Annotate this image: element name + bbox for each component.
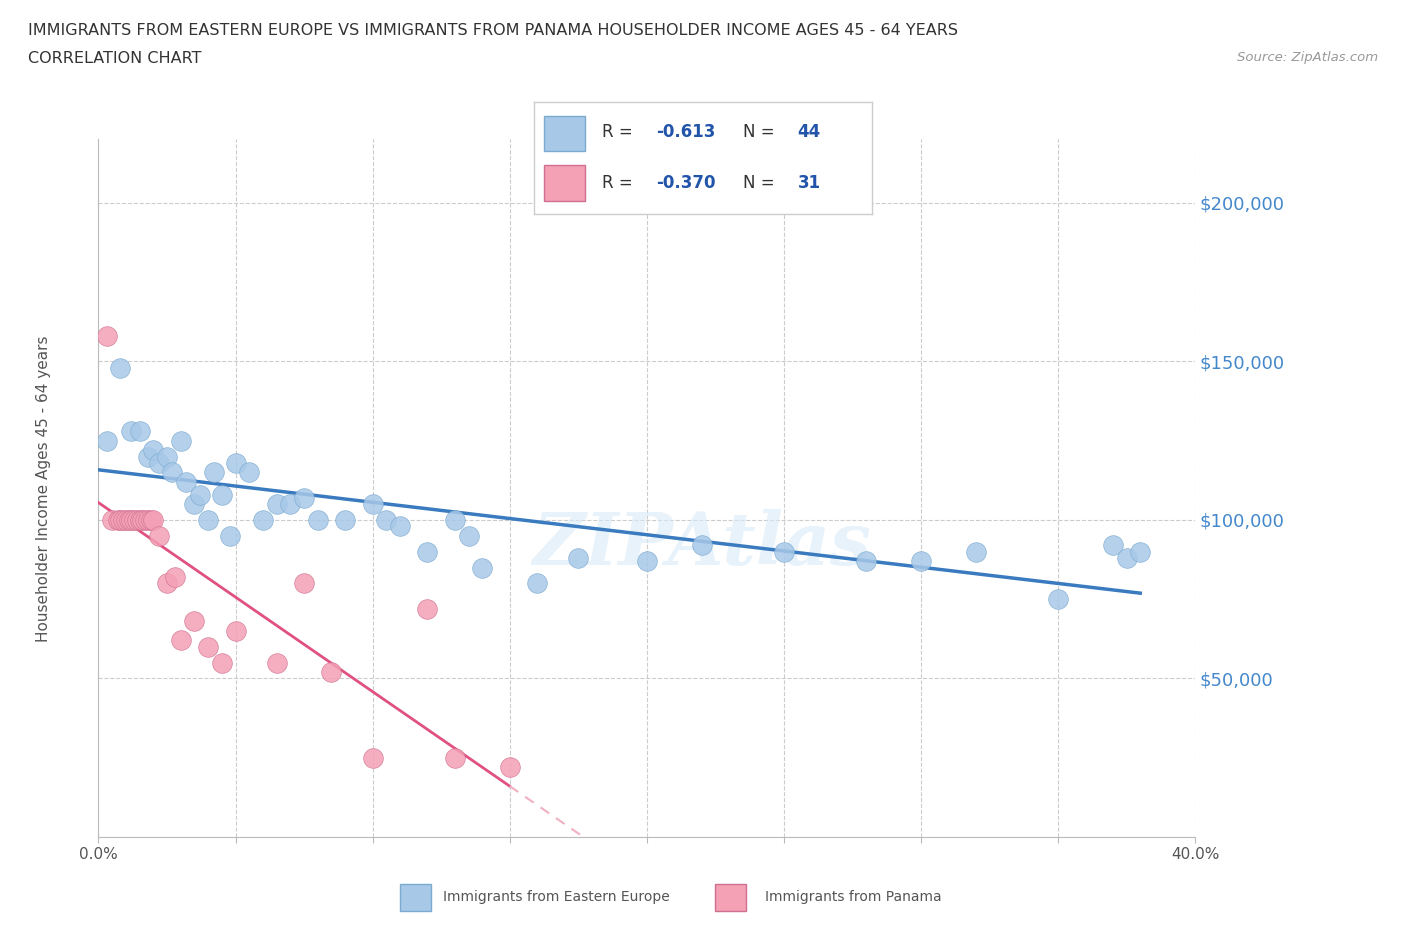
Point	[321, 665, 343, 680]
Text: Source: ZipAtlas.com: Source: ZipAtlas.com	[1237, 51, 1378, 64]
Point	[219, 528, 242, 543]
Text: N =: N =	[744, 124, 775, 141]
Point	[444, 751, 467, 765]
Point	[139, 512, 162, 527]
Point	[96, 433, 118, 448]
Point	[125, 512, 148, 527]
Point	[1129, 544, 1152, 559]
Point	[292, 490, 315, 505]
Point	[107, 512, 129, 527]
Point	[165, 569, 187, 584]
Point	[110, 360, 132, 375]
Point	[134, 512, 156, 527]
Point	[773, 544, 796, 559]
Point	[1046, 591, 1070, 606]
Point	[197, 639, 219, 654]
Point	[197, 512, 219, 527]
Text: -0.370: -0.370	[655, 174, 716, 192]
Point	[120, 424, 142, 439]
Point	[170, 433, 193, 448]
Point	[416, 602, 439, 617]
Point	[162, 465, 184, 480]
FancyBboxPatch shape	[399, 884, 430, 911]
Point	[156, 576, 179, 591]
Point	[136, 512, 159, 527]
Point	[128, 424, 150, 439]
Point	[292, 576, 315, 591]
Point	[156, 449, 179, 464]
Point	[120, 512, 142, 527]
Point	[307, 512, 329, 527]
Point	[225, 623, 247, 638]
Point	[136, 449, 159, 464]
Point	[183, 497, 205, 512]
Text: ZIPAtlas: ZIPAtlas	[533, 509, 870, 579]
Point	[636, 553, 658, 568]
Point	[280, 497, 302, 512]
Point	[499, 760, 522, 775]
Point	[188, 487, 211, 502]
Point	[910, 553, 932, 568]
Point	[183, 614, 205, 629]
Point	[335, 512, 357, 527]
Point	[148, 528, 170, 543]
Point	[471, 560, 494, 575]
Point	[1102, 538, 1125, 552]
Point	[855, 553, 877, 568]
Point	[174, 474, 197, 489]
Point	[131, 512, 153, 527]
Point	[96, 328, 118, 343]
Point	[416, 544, 439, 559]
Point	[965, 544, 987, 559]
Point	[211, 487, 233, 502]
Text: 31: 31	[797, 174, 821, 192]
Point	[225, 456, 247, 471]
Point	[361, 497, 384, 512]
Point	[142, 512, 165, 527]
Point	[112, 512, 135, 527]
Text: CORRELATION CHART: CORRELATION CHART	[28, 51, 201, 66]
Point	[252, 512, 274, 527]
FancyBboxPatch shape	[716, 884, 747, 911]
Point	[148, 456, 170, 471]
Text: 44: 44	[797, 124, 821, 141]
Text: N =: N =	[744, 174, 775, 192]
Text: Householder Income Ages 45 - 64 years: Householder Income Ages 45 - 64 years	[37, 335, 51, 642]
Point	[526, 576, 548, 591]
Point	[128, 512, 150, 527]
Point	[117, 512, 139, 527]
Point	[567, 551, 589, 565]
Point	[1115, 551, 1137, 565]
Point	[211, 656, 233, 671]
FancyBboxPatch shape	[544, 115, 585, 152]
Text: R =: R =	[602, 124, 633, 141]
Point	[389, 519, 412, 534]
Point	[115, 512, 138, 527]
Point	[101, 512, 124, 527]
Text: R =: R =	[602, 174, 633, 192]
Point	[110, 512, 132, 527]
Point	[170, 633, 193, 648]
Point	[457, 528, 479, 543]
Point	[266, 656, 288, 671]
Text: IMMIGRANTS FROM EASTERN EUROPE VS IMMIGRANTS FROM PANAMA HOUSEHOLDER INCOME AGES: IMMIGRANTS FROM EASTERN EUROPE VS IMMIGR…	[28, 23, 957, 38]
Point	[375, 512, 398, 527]
Text: -0.613: -0.613	[655, 124, 716, 141]
Point	[690, 538, 713, 552]
Point	[444, 512, 467, 527]
Point	[202, 465, 225, 480]
Point	[266, 497, 288, 512]
Point	[142, 443, 165, 458]
Point	[361, 751, 384, 765]
FancyBboxPatch shape	[544, 165, 585, 201]
Text: Immigrants from Panama: Immigrants from Panama	[765, 890, 942, 905]
Point	[238, 465, 260, 480]
Text: Immigrants from Eastern Europe: Immigrants from Eastern Europe	[443, 890, 669, 905]
Point	[122, 512, 145, 527]
